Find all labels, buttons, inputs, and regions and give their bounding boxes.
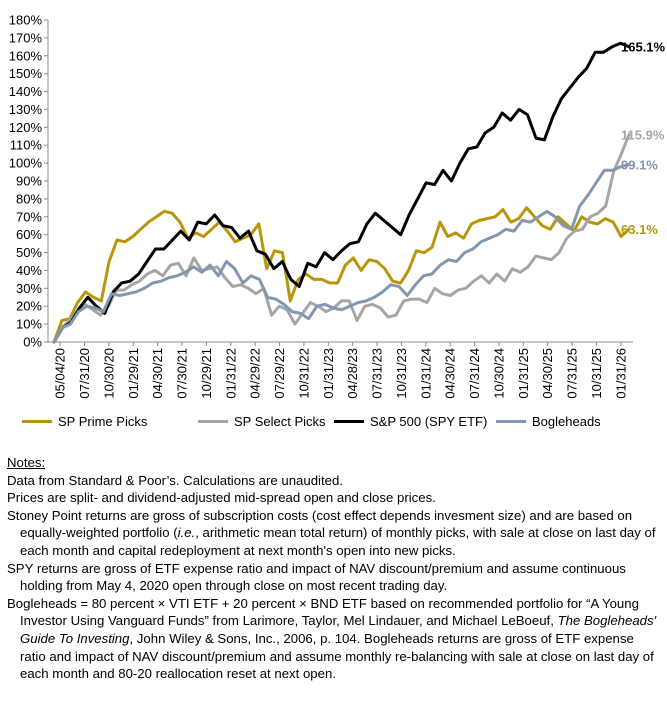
series-end-label: 99.1%: [621, 158, 658, 173]
y-tick-label: 50%: [16, 245, 42, 260]
x-tick-label: 01/29/21: [126, 348, 141, 399]
series-end-label: 115.9%: [621, 128, 665, 143]
series-end-label: 165.1%: [621, 40, 666, 55]
legend-label: SP Prime Picks: [58, 414, 148, 429]
legend-swatch: [334, 420, 364, 423]
legend-swatch: [22, 420, 52, 423]
y-tick-label: 100%: [9, 156, 43, 171]
y-tick-label: 90%: [16, 174, 42, 189]
note-bogleheads: Bogleheads = 80 percent × VTI ETF + 20 p…: [7, 595, 662, 683]
performance-line-chart: 0% 10% 20% 30% 40% 50% 60% 70% 80% 90% 100% 110% 120…: [9, 13, 666, 399]
x-tick-label: 04/30/21: [150, 348, 165, 399]
x-tick-label: 07/31/20: [77, 348, 92, 399]
legend-item: SP Prime Picks: [22, 414, 147, 429]
x-tick-label: 07/31/24: [467, 348, 482, 399]
note-data-source: Data from Standard & Poor’s. Calculation…: [7, 472, 343, 488]
y-tick-label: 40%: [16, 263, 42, 278]
note-bogle-pre: Bogleheads = 80 percent × VTI ETF + 20 p…: [7, 595, 639, 629]
x-tick-label: 01/31/22: [223, 348, 238, 399]
x-tick-label: 10/30/24: [491, 348, 506, 399]
x-tick-label: 10/30/20: [101, 348, 116, 399]
legend-label: SP Select Picks: [234, 414, 326, 429]
legend-label: S&P 500 (SPY ETF): [370, 414, 488, 429]
series-line-1: [52, 206, 631, 344]
x-tick-label: 10/29/21: [199, 348, 214, 399]
x-tick-label: 07/31/23: [370, 348, 385, 399]
y-tick-label: 140%: [9, 84, 43, 99]
y-tick-label: 10%: [16, 317, 42, 332]
x-tick-label: 01/31/26: [613, 348, 628, 399]
y-tick-label: 0%: [23, 335, 42, 350]
x-tick-label: 07/29/22: [272, 348, 287, 399]
x-tick-label: 05/04/20: [53, 348, 68, 399]
y-tick-label: 30%: [16, 281, 42, 296]
legend-swatch: [198, 420, 228, 423]
x-tick-label: 04/28/23: [345, 348, 360, 399]
y-tick-label: 60%: [16, 227, 42, 242]
legend-swatch: [496, 420, 526, 423]
legend-item: S&P 500 (SPY ETF): [334, 414, 487, 429]
note-stoney-point: Stoney Point returns are gross of subscr…: [7, 507, 662, 560]
note-prices: Prices are split- and dividend-adjusted …: [7, 490, 436, 506]
y-tick-label: 150%: [9, 66, 43, 81]
note-spy: SPY returns are gross of ETF expense rat…: [7, 560, 626, 594]
series-line-2: [52, 133, 631, 344]
legend-item: SP Select Picks: [198, 414, 326, 429]
x-tick-label: 04/30/24: [443, 348, 458, 399]
note-stoney-pre: Stoney Point returns are gross of subscr…: [7, 507, 633, 541]
x-tick-label: 01/31/24: [418, 348, 433, 399]
series-line-4: [52, 163, 631, 344]
x-tick-label: 07/30/21: [175, 348, 190, 399]
series-line-3: [52, 41, 631, 344]
y-tick-label: 80%: [16, 191, 42, 206]
notes-heading: Notes:: [7, 455, 46, 470]
note-bogle-post: , John Wiley & Sons, Inc., 2006, p. 104.…: [20, 630, 654, 682]
notes-section: Notes: Data from Standard & Poor’s. Calc…: [7, 454, 662, 683]
note-bogle-italic: The Bogleheads' Guide To Investing: [20, 613, 657, 646]
x-tick-label: 10/31/22: [296, 348, 311, 399]
y-tick-label: 160%: [9, 48, 43, 63]
x-tick-label: 10/31/25: [589, 348, 604, 399]
x-tick-label: 01/31/25: [516, 348, 531, 399]
x-tick-label: 10/31/23: [394, 348, 409, 399]
legend-label: Bogleheads: [532, 414, 601, 429]
y-tick-label: 120%: [9, 120, 43, 135]
x-tick-label: 01/31/23: [321, 348, 336, 399]
x-tick-label: 04/29/22: [248, 348, 263, 399]
note-stoney-italic: i.e.: [177, 525, 196, 541]
x-tick-label: 07/31/25: [565, 348, 580, 399]
y-tick-label: 70%: [16, 209, 42, 224]
note-stoney-post: , arithmetic mean total return) of month…: [20, 525, 656, 558]
y-tick-label: 180%: [9, 13, 43, 28]
y-tick-label: 130%: [9, 102, 43, 117]
y-tick-label: 110%: [10, 138, 43, 153]
y-tick-label: 20%: [16, 299, 42, 314]
legend-item: Bogleheads: [496, 414, 601, 429]
chart-legend: SP Prime Picks SP Select Picks S&P 500 (SP…: [0, 414, 667, 434]
x-tick-label: 04/30/25: [540, 348, 555, 399]
series-end-label: 63.1%: [621, 222, 658, 237]
y-tick-label: 170%: [9, 30, 43, 45]
